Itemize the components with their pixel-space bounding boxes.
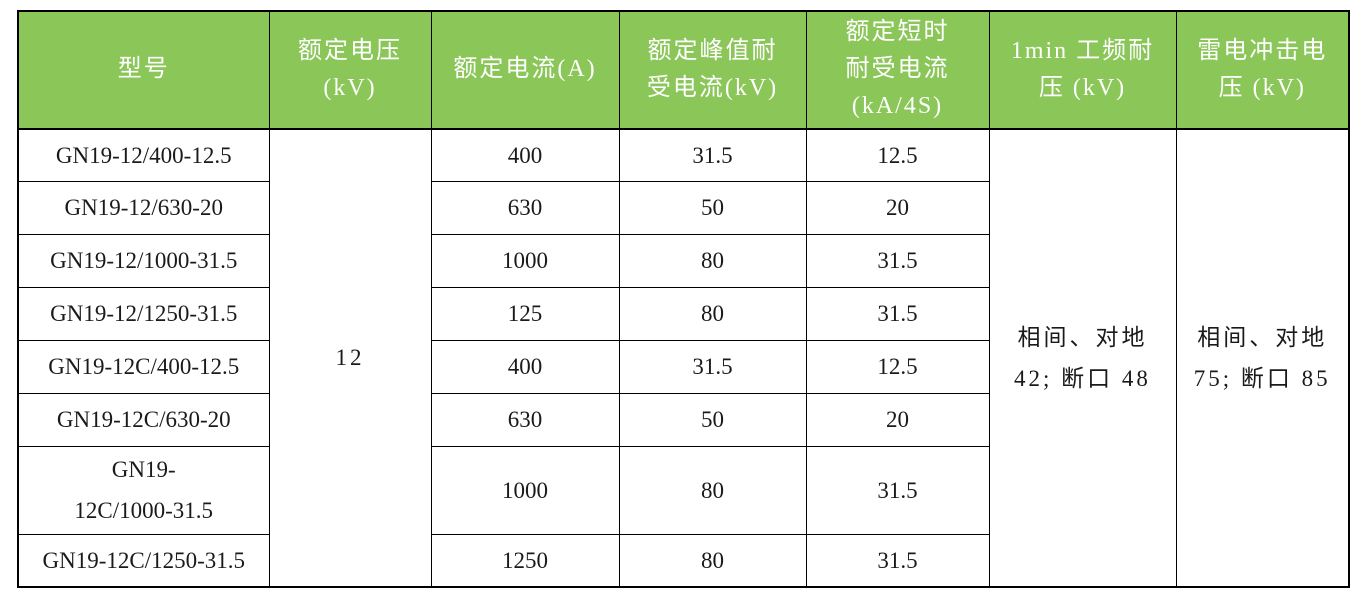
header-row: 型号 额定电压 (kV) 额定电流(A) 额定峰值耐 受电流(kV) 额定短时 …: [17, 10, 1350, 130]
cell-peak-withstand: 31.5: [618, 340, 807, 395]
cell-model: GN19-12C/1250-31.5: [17, 533, 270, 588]
cell-model: GN19-12/1000-31.5: [17, 234, 270, 289]
table-row-8: GN19-12C/1250-31.5 1250 80 31.5: [17, 533, 1349, 588]
cell-model: GN19-12C/400-12.5: [17, 340, 270, 395]
col-header-peak-withstand-current: 额定峰值耐 受电流(kV): [618, 10, 807, 130]
switch-spec-table: 型号 额定电压 (kV) 额定电流(A) 额定峰值耐 受电流(kV) 额定短时 …: [17, 10, 1350, 589]
table-row-6: GN19-12C/630-20 630 50 20: [17, 393, 1349, 448]
cell-short-time-withstand: 31.5: [805, 234, 990, 289]
cell-short-time-withstand: 20: [805, 393, 990, 448]
cell-lightning-impulse-merged: 相间、对地 75; 断口 85: [1175, 128, 1350, 588]
col-header-rated-voltage: 额定电压 (kV): [268, 10, 432, 130]
cell-short-time-withstand: 31.5: [805, 287, 990, 342]
cell-model: GN19-12/1250-31.5: [17, 287, 270, 342]
cell-peak-withstand: 50: [618, 393, 807, 448]
cell-rated-current: 125: [430, 287, 620, 342]
table-row-1: GN19-12/400-12.5 12 400 31.5 12.5 相间、对地 …: [17, 128, 1350, 588]
cell-rated-current: 630: [430, 393, 620, 448]
cell-model: GN19- 12C/1000-31.5: [17, 446, 270, 535]
cell-rated-current: 1250: [430, 533, 620, 588]
cell-power-frequency-withstand-merged: 相间、对地 42; 断口 48: [988, 128, 1177, 588]
cell-short-time-withstand: 31.5: [805, 533, 990, 588]
col-header-model: 型号: [17, 10, 270, 130]
cell-peak-withstand: 80: [618, 234, 807, 289]
cell-peak-withstand: 80: [618, 446, 807, 535]
col-header-short-time-withstand-current: 额定短时 耐受电流 (kA/4S): [805, 10, 990, 130]
col-header-rated-current: 额定电流(A): [430, 10, 620, 130]
col-header-power-frequency-withstand: 1min 工频耐 压 (kV): [988, 10, 1177, 130]
table-row-5: GN19-12C/400-12.5 400 31.5 12.5: [17, 340, 1349, 395]
cell-short-time-withstand: 31.5: [805, 446, 990, 535]
cell-short-time-withstand: 20: [805, 181, 990, 236]
cell-rated-current: 400: [430, 128, 620, 183]
cell-model: GN19-12/400-12.5: [17, 128, 270, 183]
table-row-7: GN19- 12C/1000-31.5 1000 80 31.5: [17, 446, 1349, 535]
cell-short-time-withstand: 12.5: [805, 340, 990, 395]
cell-model: GN19-12/630-20: [17, 181, 270, 236]
cell-model: GN19-12C/630-20: [17, 393, 270, 448]
cell-peak-withstand: 80: [618, 287, 807, 342]
cell-peak-withstand: 50: [618, 181, 807, 236]
table-row-2: GN19-12/630-20 630 50 20: [17, 181, 1349, 236]
cell-rated-current: 630: [430, 181, 620, 236]
cell-rated-current: 1000: [430, 234, 620, 289]
cell-short-time-withstand: 12.5: [805, 128, 990, 183]
cell-peak-withstand: 80: [618, 533, 807, 588]
cell-rated-voltage-merged: 12: [268, 128, 432, 588]
cell-rated-current: 400: [430, 340, 620, 395]
cell-peak-withstand: 31.5: [618, 128, 807, 183]
col-header-lightning-impulse: 雷电冲击电 压 (kV): [1175, 10, 1350, 130]
cell-rated-current: 1000: [430, 446, 620, 535]
table-row-3: GN19-12/1000-31.5 1000 80 31.5: [17, 234, 1349, 289]
